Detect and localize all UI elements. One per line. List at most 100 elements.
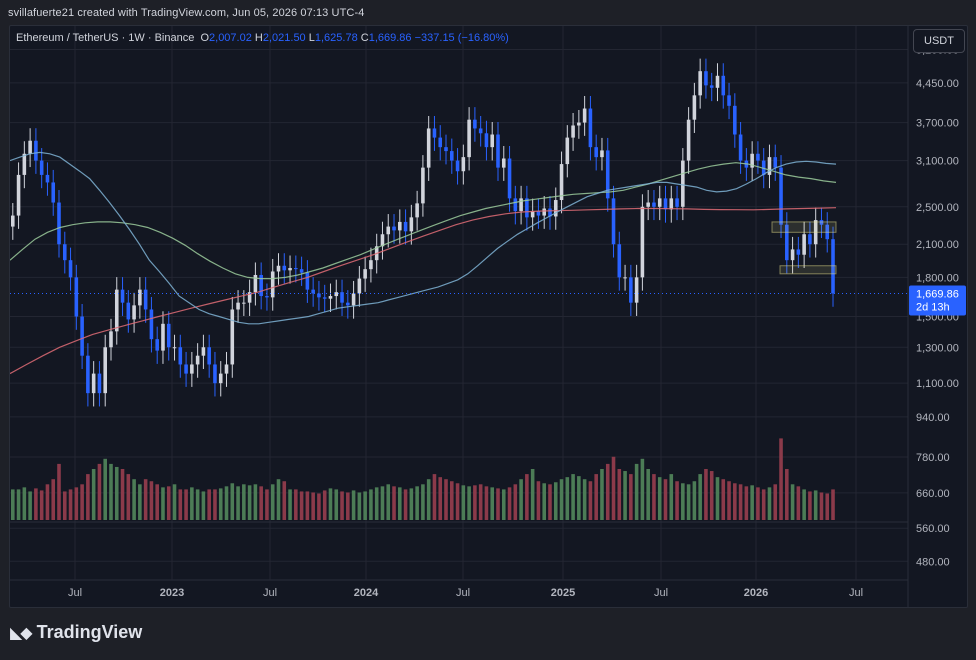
volume-bar [45,484,50,520]
change-value: −337.15 (−16.80%) [414,32,509,44]
candle-body [138,289,142,306]
volume-bar [663,479,668,520]
candle-body [392,226,396,231]
moving-average-blue [10,151,837,325]
candle-body [738,134,743,161]
volume-bar [692,481,697,520]
candle-body [629,277,633,303]
candle-body [657,198,662,207]
candle-body [218,373,223,384]
volume-bar [553,482,558,520]
candle-body [577,122,581,126]
volume-bar [432,474,437,520]
volume-bar [398,487,402,520]
volume-bar [611,456,616,520]
candle-body [773,157,778,168]
candle-body [166,323,171,348]
x-tick-label: 2024 [354,587,379,599]
candle-body [779,167,783,225]
candle-body [201,347,206,356]
price-chart-svg[interactable]: 5,200.004,450.003,700.003,100.002,500.00… [10,26,967,607]
volume-bar [548,484,552,520]
volume-bar [421,484,425,520]
volume-bar [236,486,240,520]
candle-body [149,309,154,340]
volume-bar [224,486,229,520]
candle-body [132,305,136,320]
candle-body [28,140,32,154]
volume-bar [681,483,685,520]
volume-bar [242,484,246,520]
volume-bar [629,474,633,520]
candle-body [790,249,795,261]
currency-button[interactable]: USDT [913,29,965,53]
volume-bar [155,484,159,520]
volume-bar [825,493,830,520]
candle-body [195,355,200,365]
tradingview-logo-icon: ◣◆ [10,624,33,642]
volume-bar [97,463,102,520]
volume-bar [328,488,333,520]
candle-body [143,289,148,310]
volume-bar [161,487,165,520]
volume-bar [103,458,108,520]
candle-body [652,202,656,207]
volume-bar [669,474,674,520]
candle-body [686,119,691,161]
volume-bar [738,484,743,520]
volume-bar [686,484,691,520]
candle-body [785,224,789,261]
candle-body [288,268,292,271]
volume-bar [218,488,223,520]
candle-body [709,85,714,88]
volume-bar [86,474,90,520]
volume-bar [588,481,593,520]
candle-body [444,147,448,152]
candle-body [438,137,443,148]
volume-bar [484,486,489,520]
volume-bar [478,484,483,520]
candle-body [501,158,506,168]
volume-bar [294,489,298,520]
candle-body [767,157,772,175]
volume-bar [790,484,795,520]
volume-bar [403,489,408,520]
volume-bar [57,463,61,520]
low-value: 1,625.78 [314,32,358,44]
candle-body [34,140,38,161]
candle-body [270,271,275,298]
candle-body [253,274,258,293]
candle-body [646,202,650,207]
volume-bar [444,479,448,520]
volume-bar [767,487,772,520]
volume-bar [640,458,645,520]
volume-bar [733,483,737,520]
volume-bar [831,489,835,520]
y-tick-label: 560.00 [916,523,950,535]
candle-body [565,137,570,165]
volume-bar [213,489,217,520]
volume-bar [288,489,292,520]
candle-body [600,150,604,158]
volume-bar [709,471,714,520]
volume-bar [253,484,258,520]
candle-body [74,277,79,317]
chart-panel[interactable]: 5,200.004,450.003,700.003,100.002,500.00… [9,25,968,608]
candle-body [386,226,391,235]
tradingview-logo[interactable]: ◣◆ TradingView [10,622,142,643]
volume-bar [207,489,211,520]
volume-bar [109,463,113,520]
candle-body [346,302,350,306]
volume-bar [132,479,136,520]
volume-bar [577,476,581,520]
volume-bar [114,466,119,520]
volume-bar [317,493,321,520]
candle-body [259,274,263,297]
volume-bar [247,485,252,520]
volume-bar [496,488,500,520]
candle-body [224,364,229,374]
candle-body [727,95,731,106]
candle-body [808,234,812,245]
candle-body [796,249,801,255]
